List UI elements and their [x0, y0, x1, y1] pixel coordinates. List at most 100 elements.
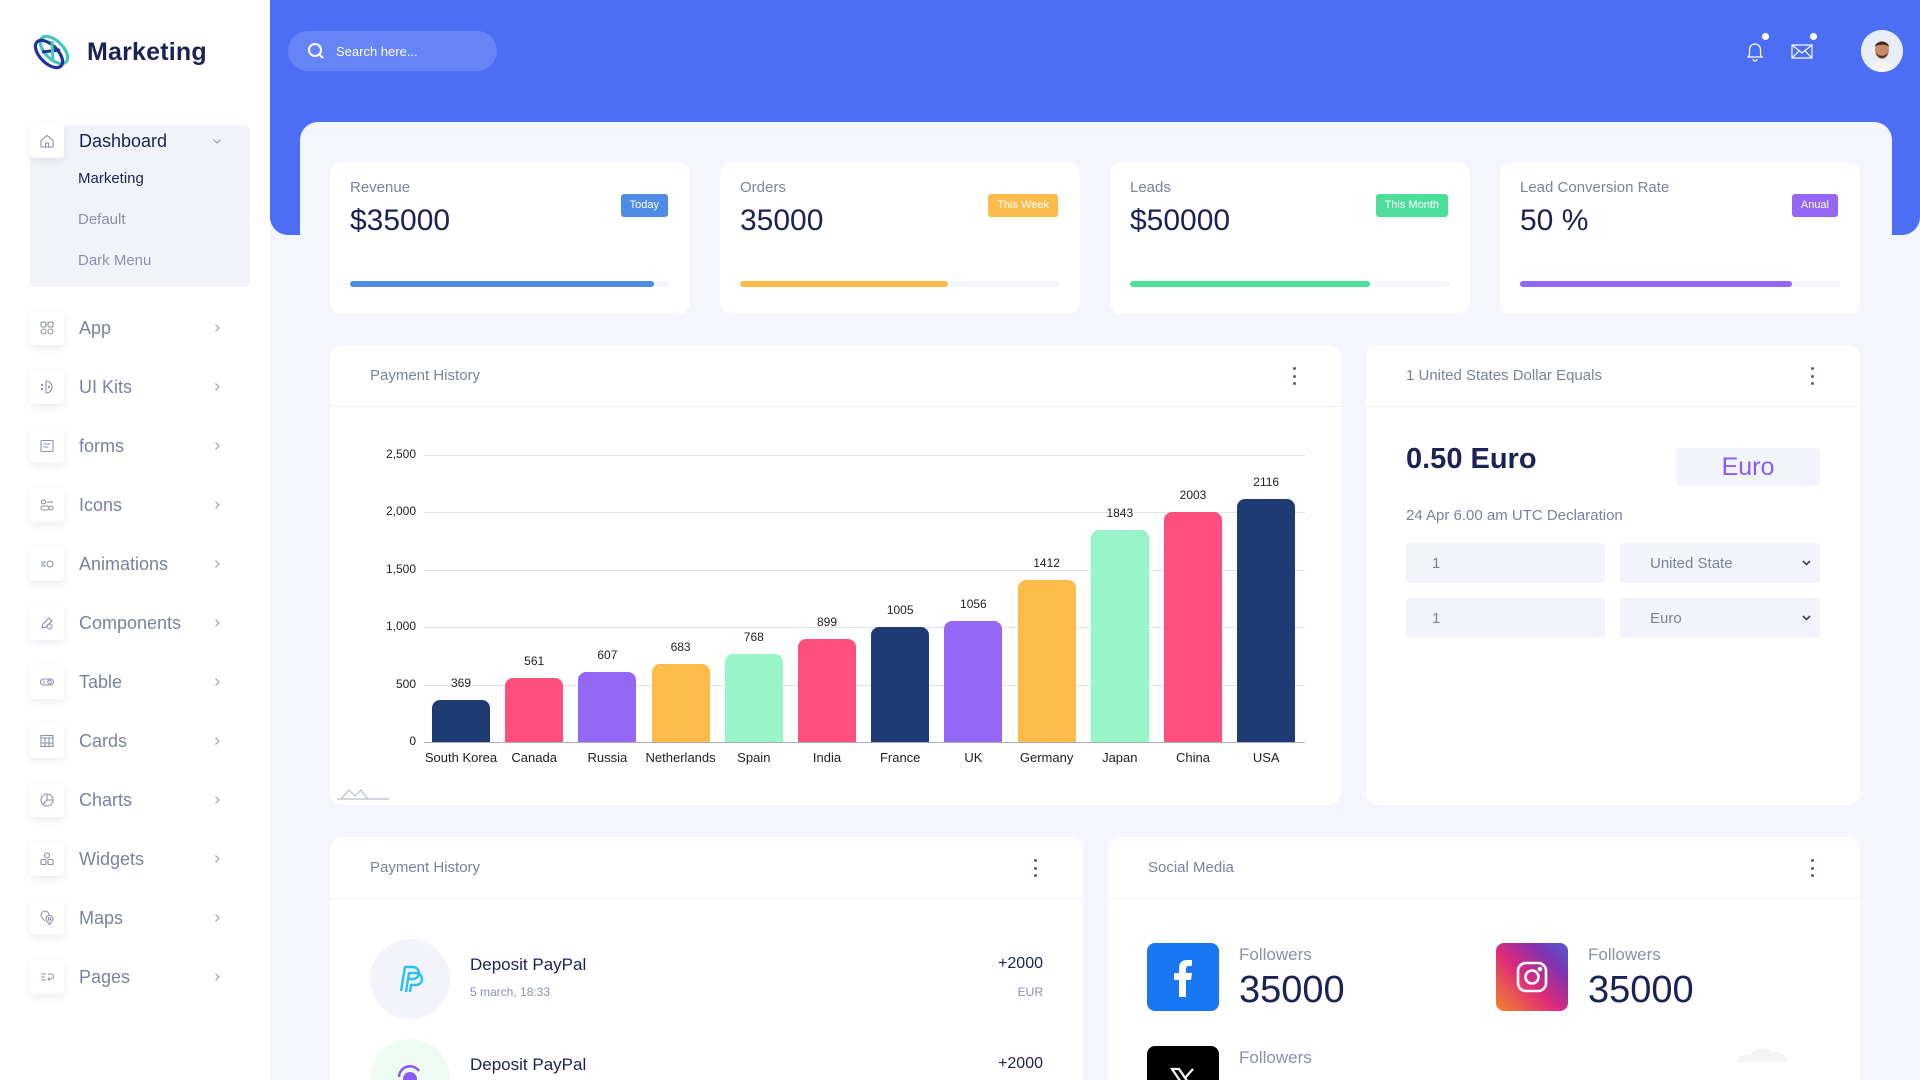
- more-options-icon[interactable]: [1809, 367, 1815, 385]
- sidebar-subitem-dark-menu[interactable]: Dark Menu: [78, 252, 152, 269]
- select-value: United State: [1650, 554, 1733, 572]
- from-amount-input[interactable]: [1406, 543, 1605, 583]
- chevron-right-icon: [215, 796, 220, 804]
- gridline: [424, 627, 1305, 629]
- y-tick-label: 2,000: [385, 504, 416, 519]
- sidebar-item-app[interactable]: App: [30, 311, 240, 345]
- sidebar-item-animations[interactable]: Animations: [30, 547, 240, 581]
- sidebar-item-ui-kits[interactable]: UI Kits: [30, 370, 240, 404]
- stat-title: Leads: [1130, 179, 1171, 196]
- payment-amount: +2000: [998, 1055, 1043, 1072]
- followers-count: 35000: [1239, 969, 1345, 1011]
- sidebar-item-table[interactable]: Table: [30, 665, 240, 699]
- gridline: [424, 569, 1305, 571]
- more-options-icon[interactable]: [1032, 859, 1038, 877]
- gridline: [424, 684, 1305, 686]
- card-title: 1 United States Dollar Equals: [1406, 367, 1602, 384]
- sidebar-item-widgets[interactable]: Widgets: [30, 842, 240, 876]
- stat-value: 35000: [740, 204, 824, 237]
- select-value: Euro: [1650, 609, 1682, 627]
- bar-spain[interactable]: [724, 653, 783, 742]
- payment-history-list-card: Payment History Deposit PayPal 5 march, …: [330, 837, 1083, 1080]
- sidebar-item-charts[interactable]: Charts: [30, 783, 240, 817]
- more-options-icon[interactable]: [1291, 367, 1297, 385]
- sidebar-item-cards[interactable]: Cards: [30, 724, 240, 758]
- bar-canada[interactable]: [505, 677, 564, 742]
- period-badge[interactable]: This Week: [988, 194, 1058, 217]
- notification-badge: [1762, 33, 1769, 40]
- period-badge[interactable]: This Month: [1375, 194, 1448, 217]
- sidebar-item-maps[interactable]: Maps: [30, 901, 240, 935]
- bar-chart: 0 500 1,000 1,500 2,000 2,500 369 South Korea 56…: [330, 407, 1341, 817]
- card-header: Payment History: [330, 837, 1083, 899]
- forms-icon: [30, 429, 64, 463]
- chevron-right-icon: [215, 737, 220, 745]
- bar-uk[interactable]: [944, 620, 1003, 742]
- followers-label: Followers: [1239, 1048, 1312, 1067]
- bar-usa[interactable]: [1237, 499, 1296, 742]
- icons-icon: [30, 488, 64, 522]
- chevron-right-icon: [215, 501, 220, 509]
- charts-icon: [30, 783, 64, 817]
- bar-value-label: 1056: [960, 596, 987, 611]
- brand-name: Marketing: [87, 37, 207, 66]
- sidebar-item-label: Cards: [79, 730, 128, 751]
- search-input[interactable]: [336, 43, 476, 59]
- bar-netherlands[interactable]: [651, 663, 710, 742]
- bar-russia[interactable]: [578, 672, 637, 742]
- chevron-right-icon: [215, 678, 220, 686]
- bar-value-label: 899: [816, 614, 838, 629]
- sidebar-item-label: Maps: [79, 907, 124, 928]
- bell-icon[interactable]: [1743, 40, 1767, 62]
- sidebar-item-label: Charts: [79, 789, 133, 810]
- x-tick-label: Canada: [511, 750, 557, 765]
- chevron-right-icon: [215, 973, 220, 981]
- payment-list-item[interactable]: Deposit PayPal +2000: [370, 1039, 1043, 1080]
- to-currency-select[interactable]: Euro: [1620, 598, 1820, 638]
- period-badge[interactable]: Today: [620, 194, 668, 217]
- brand[interactable]: Marketing: [29, 29, 207, 75]
- to-amount-input[interactable]: [1406, 598, 1605, 638]
- sidebar-subitem-default[interactable]: Default: [78, 211, 126, 228]
- from-currency-select[interactable]: United State: [1620, 543, 1820, 583]
- mail-icon[interactable]: [1790, 40, 1814, 62]
- sidebar-item-forms[interactable]: forms: [30, 429, 240, 463]
- chevron-right-icon: [215, 619, 220, 627]
- card-header: Social Media: [1108, 837, 1860, 899]
- more-options-icon[interactable]: [1809, 859, 1815, 877]
- card-header: 1 United States Dollar Equals: [1366, 345, 1860, 407]
- home-icon: [30, 124, 64, 158]
- user-photo-icon: [1861, 30, 1903, 72]
- components-icon: [30, 606, 64, 640]
- chevron-right-icon: [215, 383, 220, 391]
- progress-fill: [350, 281, 654, 287]
- chevron-down-icon: [213, 139, 221, 144]
- bar-france[interactable]: [871, 626, 930, 742]
- y-tick-label: 2,500: [385, 447, 416, 461]
- followers-label: Followers: [1588, 945, 1661, 964]
- sidebar-item-pages[interactable]: Pages: [30, 960, 240, 994]
- sidebar-item-label: App: [79, 317, 112, 338]
- search-box[interactable]: [288, 31, 497, 71]
- bar-south-korea[interactable]: [432, 699, 490, 742]
- search-icon: [308, 43, 324, 59]
- bar-india[interactable]: [798, 638, 856, 742]
- sidebar-subitem-marketing[interactable]: Marketing: [78, 170, 144, 187]
- x-tick-label: UK: [964, 750, 983, 765]
- bar-japan[interactable]: [1090, 530, 1149, 742]
- dashboard-group: [30, 125, 250, 287]
- progress-bar: [350, 281, 670, 287]
- sidebar-item-label: Animations: [79, 553, 169, 574]
- bar-china[interactable]: [1164, 512, 1222, 742]
- payment-list-item[interactable]: Deposit PayPal 5 march, 18:33 +2000 EUR: [370, 939, 1043, 1019]
- bar-germany[interactable]: [1017, 579, 1076, 742]
- period-badge[interactable]: Anual: [1791, 194, 1838, 217]
- card-header: Payment History: [330, 345, 1341, 407]
- sidebar-item-icons[interactable]: Icons: [30, 488, 240, 522]
- sidebar-item-dashboard[interactable]: Dashboard: [30, 124, 240, 158]
- progress-fill: [1130, 281, 1370, 287]
- sidebar-item-label: UI Kits: [79, 376, 133, 397]
- sidebar-item-components[interactable]: Components: [30, 606, 240, 640]
- sidebar-item-label: Widgets: [79, 848, 145, 869]
- avatar[interactable]: [1861, 30, 1903, 72]
